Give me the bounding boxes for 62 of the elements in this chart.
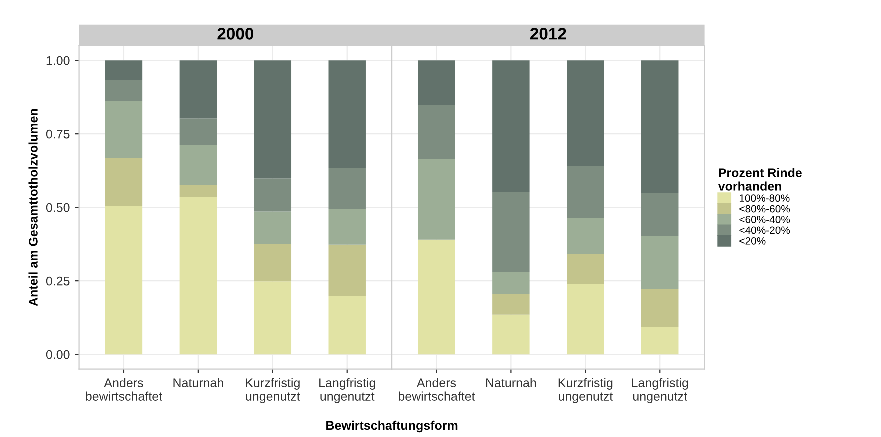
bar — [328, 244, 366, 296]
bar — [492, 192, 530, 273]
bar — [105, 101, 143, 158]
chart-title: 2012 — [530, 28, 566, 40]
x-tick-label: Naturnah — [174, 378, 224, 388]
bar — [492, 272, 530, 294]
bar — [642, 60, 679, 194]
bar — [105, 158, 143, 206]
y-tick-label: 0.00 — [46, 350, 70, 360]
x-axis-title: Bewirtschaftungsform — [326, 420, 458, 433]
bar — [105, 80, 143, 102]
legend-title: Prozent Rinde vorhanden — [718, 168, 802, 191]
bar — [418, 240, 456, 355]
y-tick-label: 1.00 — [46, 56, 70, 66]
y-tick-label: 0.25 — [46, 276, 70, 286]
bar — [642, 193, 679, 236]
legend-label: <80%-60% — [740, 205, 790, 213]
bar — [254, 60, 292, 179]
bar — [180, 144, 218, 186]
bar — [492, 294, 530, 315]
bar — [105, 60, 143, 80]
y-axis-title: Anteil am Gesamttotholzvolumen — [28, 109, 38, 306]
bar — [328, 168, 366, 210]
bar — [328, 296, 366, 355]
bar — [642, 236, 679, 290]
x-tick-label: Langfristig ungenutzt — [632, 378, 688, 404]
bar — [642, 328, 679, 355]
bar — [180, 118, 218, 145]
x-tick-label: Kurzfristig ungenutzt — [558, 378, 614, 404]
legend-label: <60%-40% — [740, 216, 790, 224]
bar — [254, 244, 292, 282]
bar — [328, 60, 366, 168]
bar — [254, 282, 292, 355]
legend-label: 100%-80% — [740, 194, 790, 202]
legend-label: <40%-20% — [740, 226, 790, 234]
y-tick-label: 0.75 — [46, 130, 70, 139]
x-tick-label: Anders bewirtschaftet — [86, 378, 162, 401]
x-tick-label: Langfristig ungenutzt — [320, 378, 376, 404]
chart-title: 2000 — [218, 28, 254, 40]
bar — [105, 206, 143, 355]
bar — [567, 166, 604, 218]
bar — [418, 60, 456, 105]
bar — [492, 60, 530, 192]
bar — [254, 212, 292, 244]
bar — [567, 218, 604, 254]
bar — [418, 104, 456, 160]
bar — [254, 178, 292, 212]
bar — [492, 314, 530, 355]
bar — [180, 197, 218, 355]
bar — [642, 289, 679, 328]
bar — [567, 60, 604, 166]
x-tick-label: Naturnah — [486, 378, 536, 388]
bar — [567, 254, 604, 284]
y-tick-label: 0.50 — [46, 203, 70, 212]
bar — [418, 159, 456, 240]
bar — [328, 209, 366, 245]
x-tick-label: Kurzfristig ungenutzt — [246, 378, 300, 404]
bar — [567, 284, 604, 355]
bar — [180, 185, 218, 198]
legend-label: <20% — [740, 237, 766, 245]
x-tick-label: Anders bewirtschaftet — [398, 378, 476, 401]
bar — [180, 60, 218, 119]
